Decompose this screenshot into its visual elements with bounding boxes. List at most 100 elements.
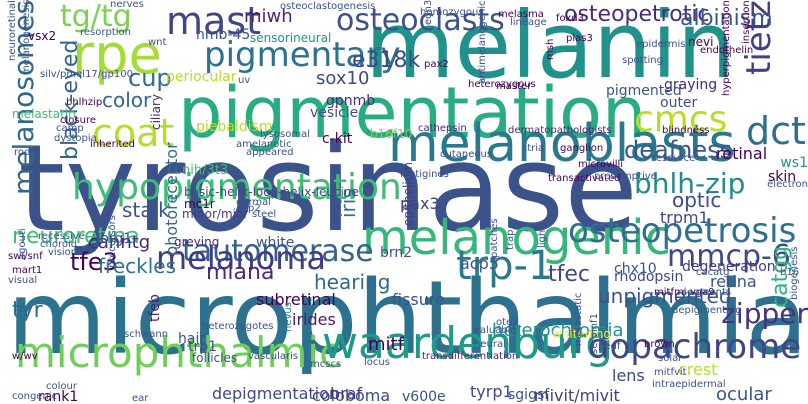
word-rhodopsin: rhodopsin — [614, 269, 684, 285]
word-recessive: recessive — [38, 231, 85, 242]
word-lentigines: lentigines — [400, 169, 449, 180]
word-bhlhzip: bhlhzip — [66, 97, 103, 108]
word-bhlh-zip: bhlh-zip — [634, 167, 746, 200]
word-fissure: fissure — [392, 290, 445, 309]
word-trp2: trp2 — [240, 203, 261, 214]
word-v600e: v600e — [402, 389, 446, 404]
word-vascularis: vascularis — [248, 351, 299, 362]
word-presumptive: presumptive — [594, 171, 657, 182]
word-tautomerase: tautomerase — [182, 234, 374, 269]
word-ote2: ote2 — [496, 317, 519, 328]
word-steel: steel — [252, 209, 277, 220]
word-solar: solar — [658, 353, 683, 364]
word-cmcs: cmcs — [634, 99, 728, 140]
word-canntg: canntg — [88, 232, 151, 253]
word-ear: ear — [132, 393, 149, 404]
word-foxd3: foxd3 — [556, 13, 584, 24]
word-dermatopathologists: dermatopathologists — [508, 125, 612, 136]
word-melanoma: melanoma — [156, 239, 326, 277]
word-camp: camp — [56, 123, 84, 134]
word-trpm1: trpm1 — [660, 208, 709, 227]
word-freckles: freckles — [98, 254, 176, 278]
word-dystopia: dystopia — [54, 133, 97, 144]
word-locus: locus — [364, 357, 390, 368]
word-retina: retina — [710, 272, 757, 291]
word-neural: neural — [474, 339, 506, 350]
word-hair: hair — [178, 331, 206, 347]
word-pax2: pax2 — [424, 59, 449, 70]
word-biogenesis: biogenesis — [789, 246, 800, 300]
word-basic-helix-loop-helix-leucine: basic-helix-loop-helix-leucine — [184, 185, 359, 199]
word-coat: coat — [92, 111, 175, 155]
word-cathepsin: cathepsin — [418, 123, 467, 134]
word-pax3: pax3 — [400, 194, 440, 213]
word-vesicle: vesicle — [310, 105, 359, 121]
word-waardenburg: waardenburg — [322, 318, 614, 369]
word-lysosomal: lysosomal — [260, 129, 310, 140]
word-amelanotic: amelanotic — [236, 139, 292, 150]
word-transdifferentiation: transdifferentiation — [422, 351, 519, 362]
word-closure: closure — [60, 115, 96, 126]
word-albinism: albinism — [680, 6, 773, 31]
word-mart1: mart1 — [12, 265, 43, 276]
word-vision: vision — [48, 247, 78, 258]
word-epidermis: epidermis — [636, 39, 686, 50]
word-mmcp-6: mmcp-6 — [667, 239, 791, 274]
word-acp5: acp5 — [460, 254, 499, 273]
word-valuable: valuable — [474, 325, 517, 336]
word-tfe3: tfe3 — [70, 248, 118, 276]
word-degeneration: degeneration — [682, 259, 776, 275]
word-mcscs: mcscs — [310, 359, 342, 370]
word-nevi: nevi — [688, 35, 714, 49]
word-brg1: brg1 — [100, 231, 133, 247]
word-osteopetrosis: osteopetrosis — [568, 211, 797, 251]
word-segments: segments — [682, 287, 732, 298]
word-unpigmented: unpigmented — [598, 284, 732, 308]
word-skin: skin — [768, 169, 797, 185]
word-congenic: congenic — [12, 391, 58, 402]
word-b16: b16 — [780, 267, 800, 278]
word-homozygous: homozygous — [420, 7, 484, 18]
word-irides: irides — [292, 310, 336, 329]
word-trp-1: trp-1 — [456, 243, 554, 289]
word-stria: stria — [522, 143, 545, 154]
word-nerves: nerves — [110, 0, 144, 10]
word-depigmentation: depigmentation — [212, 384, 340, 403]
word-uv: uv — [238, 75, 251, 86]
word-lens: lens — [612, 366, 645, 385]
word-vsx2: vsx2 — [28, 29, 57, 43]
word-neuroretinal: neuroretinal — [7, 0, 18, 61]
word-e318k: e318k — [352, 48, 421, 73]
word-mitf: mitf — [368, 334, 404, 355]
word-nih-3t3: nih/3t3 — [182, 163, 229, 178]
word-brown: brown — [644, 339, 675, 350]
word-cacatg: cacatg — [696, 267, 730, 278]
word-dermal: dermal — [236, 197, 272, 208]
word-cutaneous: cutaneous — [440, 149, 493, 160]
word-ganglion: ganglion — [560, 143, 604, 154]
word-mitfvit: mitfvit — [654, 367, 687, 378]
word-wnt: wnt — [148, 37, 167, 48]
word-dopachrome: dopachrome — [588, 327, 802, 367]
word-tfec: tfec — [548, 262, 591, 287]
word-appeared: appeared — [246, 147, 294, 158]
word-hearing: hearing — [314, 270, 391, 294]
word-endothelin: endothelin — [700, 45, 754, 56]
word-electron: electron — [767, 179, 808, 190]
word-antimelanogenic: antimelanogenic — [477, 0, 488, 84]
word-neuroretina: neuroretina — [12, 224, 140, 249]
word-rank1: rank1 — [38, 389, 79, 404]
word-resorption: resorption — [80, 27, 131, 38]
word-stalk: stalk — [122, 198, 170, 222]
word-mc1r: mc1r — [184, 197, 215, 211]
word-ws1: ws1 — [780, 155, 808, 171]
word-transactivated: transactivated — [548, 173, 621, 184]
word-follicles: follicles — [192, 351, 238, 365]
word-tg-tg: tg/tg — [60, 0, 132, 34]
word-melanogenesis: melanogenesis — [21, 0, 32, 76]
word-resource: resource — [652, 153, 696, 164]
word-color: color — [102, 88, 152, 112]
word-b16f10: b16f10 — [370, 127, 413, 141]
word-silv-pmel17-gp100: silv/pmel17/gp100 — [40, 69, 133, 80]
